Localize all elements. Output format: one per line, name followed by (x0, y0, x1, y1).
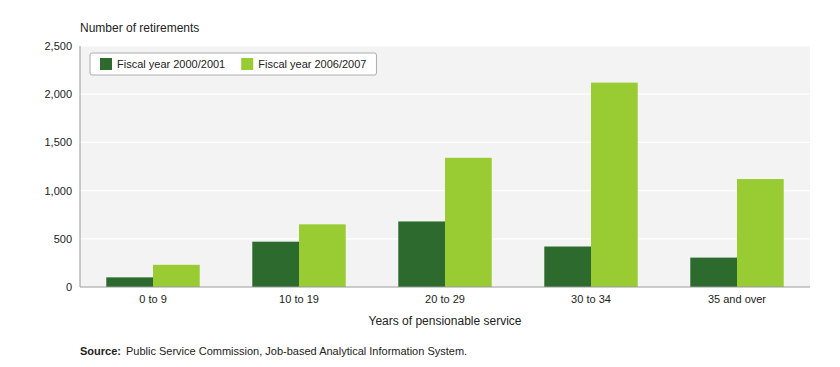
y-axis-title: Number of retirements (80, 21, 199, 35)
bars (106, 83, 783, 287)
grid-line (80, 286, 810, 287)
legend: Fiscal year 2000/2001 Fiscal year 2006/20… (90, 53, 376, 75)
bar (690, 258, 737, 287)
x-tick-label: 30 to 34 (571, 293, 611, 305)
x-tick-label: 20 to 29 (425, 293, 465, 305)
x-axis-title: Years of pensionable service (369, 314, 522, 328)
y-tick-label: 0 (66, 281, 72, 293)
chart: 0 500 1,000 1,500 2,000 2,500 0 to 9 10 to 19 20… (0, 0, 840, 367)
bar (737, 179, 784, 287)
x-tick-label: 10 to 19 (279, 293, 319, 305)
legend-label: Fiscal year 2000/2001 (117, 58, 225, 70)
x-tick-label: 35 and over (708, 293, 766, 305)
y-tick-label: 2,500 (44, 40, 72, 52)
bar (445, 158, 492, 287)
annotation: Public Service Commission, Job-based Ana… (126, 345, 467, 357)
x-axis (80, 287, 810, 288)
bar (106, 277, 153, 287)
y-tick-label: 2,000 (44, 88, 72, 100)
legend-swatch (100, 58, 112, 70)
y-tick-label: 500 (54, 233, 72, 245)
annotation: Source: (80, 345, 121, 357)
source-note: Source: Public Service Commission, Job-ba… (80, 345, 467, 357)
grid-line (80, 94, 810, 95)
y-tick-label: 1,000 (44, 185, 72, 197)
x-tick-label: 0 to 9 (139, 293, 167, 305)
y-tick-label: 1,500 (44, 136, 72, 148)
legend-label: Fiscal year 2006/2007 (258, 58, 366, 70)
grid-line (80, 45, 810, 46)
legend-frame (90, 53, 376, 75)
legend-swatch (241, 58, 253, 70)
y-axis (80, 46, 81, 287)
bar (153, 265, 200, 287)
grid-line (80, 142, 810, 143)
bar (544, 247, 591, 287)
plot-background (80, 46, 810, 287)
bar (398, 221, 445, 287)
bar (252, 242, 299, 287)
bar (591, 83, 638, 287)
bar (299, 224, 346, 287)
